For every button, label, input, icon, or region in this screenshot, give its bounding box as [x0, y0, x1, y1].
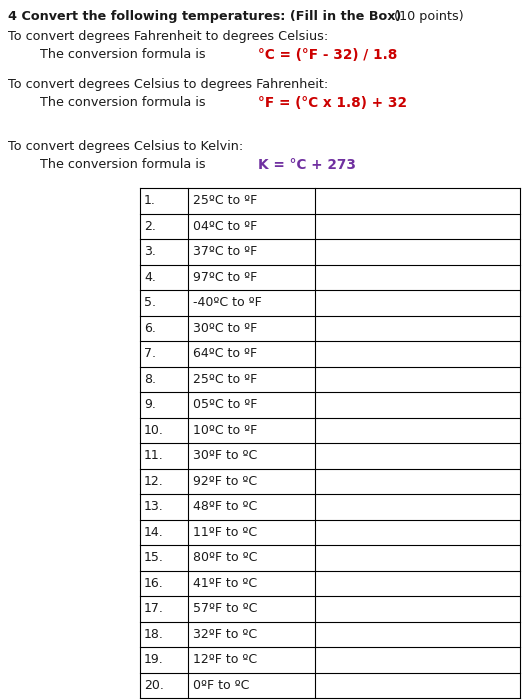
- Text: 4.: 4.: [144, 271, 156, 284]
- Text: -40ºC to ºF: -40ºC to ºF: [193, 296, 262, 309]
- Text: 25ºC to ºF: 25ºC to ºF: [193, 372, 257, 386]
- Text: 25ºC to ºF: 25ºC to ºF: [193, 194, 257, 207]
- Text: To convert degrees Celsius to degrees Fahrenheit:: To convert degrees Celsius to degrees Fa…: [8, 78, 328, 91]
- Text: 20.: 20.: [144, 679, 164, 692]
- Text: 8.: 8.: [144, 372, 156, 386]
- Text: The conversion formula is: The conversion formula is: [8, 96, 222, 109]
- Text: 11ºF to ºC: 11ºF to ºC: [193, 526, 257, 539]
- Text: 4 Convert the following temperatures: (Fill in the Box): 4 Convert the following temperatures: (F…: [8, 10, 401, 23]
- Text: 5.: 5.: [144, 296, 156, 309]
- Text: 0ºF to ºC: 0ºF to ºC: [193, 679, 249, 692]
- Text: 12ºF to ºC: 12ºF to ºC: [193, 653, 257, 666]
- Text: °C = (°F - 32) / 1.8: °C = (°F - 32) / 1.8: [258, 48, 397, 62]
- Text: (10 points): (10 points): [390, 10, 463, 23]
- Text: 80ºF to ºC: 80ºF to ºC: [193, 552, 257, 564]
- Text: 10ºC to ºF: 10ºC to ºF: [193, 424, 257, 437]
- Text: 18.: 18.: [144, 628, 164, 640]
- Text: 05ºC to ºF: 05ºC to ºF: [193, 398, 257, 412]
- Text: 10.: 10.: [144, 424, 164, 437]
- Text: 41ºF to ºC: 41ºF to ºC: [193, 577, 257, 589]
- Text: 9.: 9.: [144, 398, 156, 412]
- Text: 7.: 7.: [144, 347, 156, 360]
- Text: 14.: 14.: [144, 526, 164, 539]
- Text: 30ºF to ºC: 30ºF to ºC: [193, 449, 257, 462]
- Text: 48ºF to ºC: 48ºF to ºC: [193, 500, 257, 513]
- Text: 17.: 17.: [144, 602, 164, 615]
- Text: 1.: 1.: [144, 194, 156, 207]
- Text: 2.: 2.: [144, 220, 156, 232]
- Text: 64ºC to ºF: 64ºC to ºF: [193, 347, 257, 360]
- Text: 6.: 6.: [144, 322, 156, 335]
- Text: 32ºF to ºC: 32ºF to ºC: [193, 628, 257, 640]
- Text: 12.: 12.: [144, 475, 164, 488]
- Text: 97ºC to ºF: 97ºC to ºF: [193, 271, 257, 284]
- Text: K = °C + 273: K = °C + 273: [258, 158, 356, 172]
- Text: To convert degrees Celsius to Kelvin:: To convert degrees Celsius to Kelvin:: [8, 140, 243, 153]
- Text: 3.: 3.: [144, 245, 156, 258]
- Text: 15.: 15.: [144, 552, 164, 564]
- Text: 16.: 16.: [144, 577, 164, 589]
- Text: 37ºC to ºF: 37ºC to ºF: [193, 245, 257, 258]
- Text: To convert degrees Fahrenheit to degrees Celsius:: To convert degrees Fahrenheit to degrees…: [8, 30, 328, 43]
- Text: The conversion formula is: The conversion formula is: [8, 48, 222, 61]
- Text: 13.: 13.: [144, 500, 164, 513]
- Text: 04ºC to ºF: 04ºC to ºF: [193, 220, 257, 232]
- Text: 11.: 11.: [144, 449, 164, 462]
- Text: 30ºC to ºF: 30ºC to ºF: [193, 322, 257, 335]
- Text: The conversion formula is: The conversion formula is: [8, 158, 222, 171]
- Text: 19.: 19.: [144, 653, 164, 666]
- Text: 92ºF to ºC: 92ºF to ºC: [193, 475, 257, 488]
- Text: 57ºF to ºC: 57ºF to ºC: [193, 602, 257, 615]
- Text: °F = (°C x 1.8) + 32: °F = (°C x 1.8) + 32: [258, 96, 407, 110]
